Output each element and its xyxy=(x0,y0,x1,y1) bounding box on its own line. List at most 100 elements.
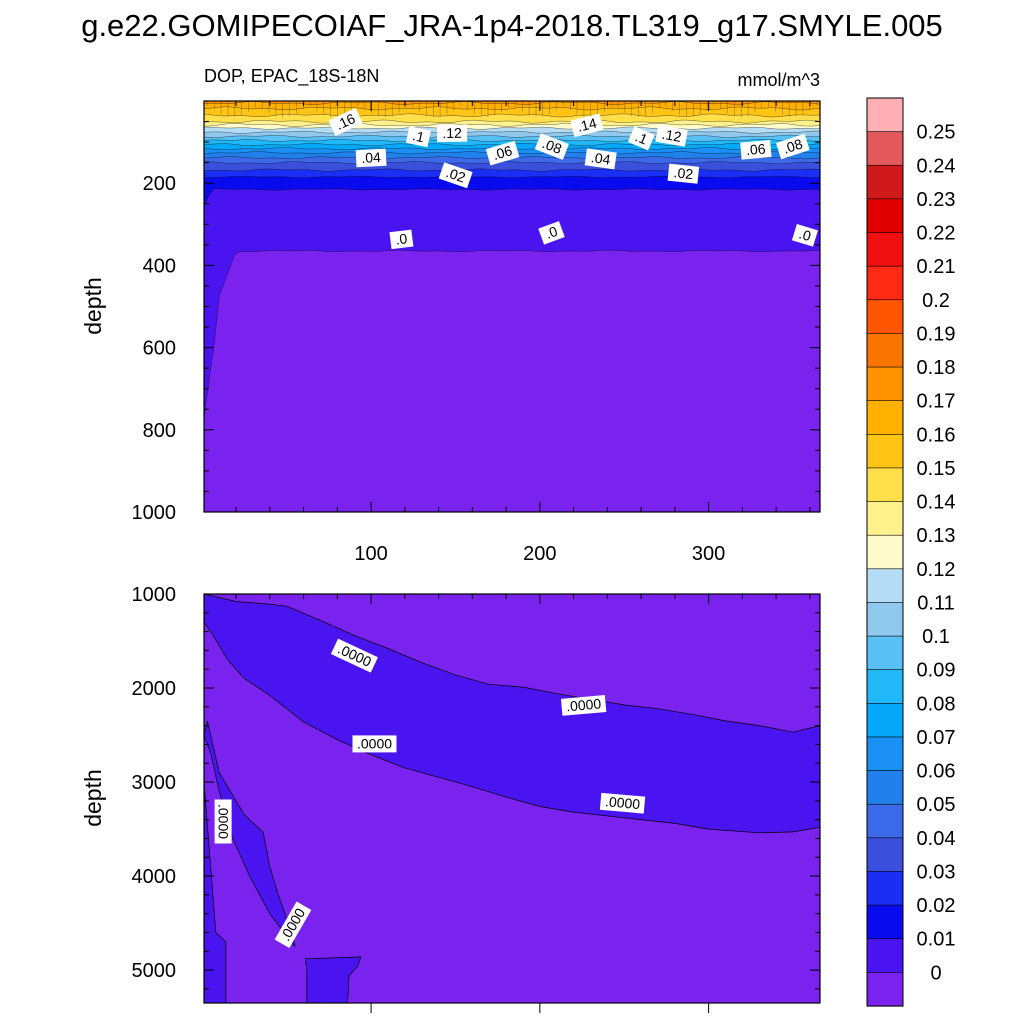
colorbar-swatch xyxy=(866,703,904,738)
colorbar-label: 0.02 xyxy=(917,895,956,917)
lower-y-tick-label: 4000 xyxy=(132,866,177,888)
colorbar-label: 0.21 xyxy=(917,256,956,278)
upper-x-axis: 100 200 300 xyxy=(235,101,811,565)
colorbar-swatch xyxy=(866,770,904,805)
colorbar-label: 0.11 xyxy=(917,592,954,614)
upper-plot-area xyxy=(203,101,821,513)
colorbar-swatch xyxy=(866,333,904,368)
upper-contour-label-box xyxy=(570,113,604,138)
upper-contour-label: .0 xyxy=(389,229,414,250)
colorbar-swatch xyxy=(866,669,904,704)
upper-contour-label: .06 xyxy=(740,140,772,160)
upper-contour-label: .12 xyxy=(436,124,468,143)
colorbar-swatch xyxy=(866,198,904,234)
colorbar-swatch xyxy=(866,837,904,873)
colorbar-swatch xyxy=(866,501,904,536)
colorbar-label: 0.12 xyxy=(917,559,956,581)
lower-contour-label: .0000 xyxy=(599,792,646,814)
colorbar-swatch xyxy=(866,602,904,637)
lower-contour-label-text: .0000 xyxy=(565,695,602,714)
colorbar-label: 0.05 xyxy=(917,794,956,816)
upper-contour-label-text: .12 xyxy=(442,125,462,141)
upper-contour-label: .14 xyxy=(570,113,604,138)
colorbar-swatch xyxy=(866,736,904,772)
colorbar-label: 0.01 xyxy=(917,929,956,951)
lower-contour-label-box xyxy=(330,638,378,673)
colorbar-label: 0.13 xyxy=(917,525,956,547)
upper-contour-label: .08 xyxy=(775,133,810,160)
upper-contour-label-box xyxy=(534,133,569,160)
upper-contour-label-box xyxy=(655,124,688,147)
lower-band-left xyxy=(203,720,296,947)
upper-x-tick-label: 100 xyxy=(354,543,387,565)
colorbar-label: 0.08 xyxy=(917,693,956,715)
colorbar-label: 0.2 xyxy=(922,290,950,312)
colorbar-swatch xyxy=(866,366,904,402)
upper-surface-noise xyxy=(207,101,817,117)
upper-contour-label-box xyxy=(389,229,414,250)
upper-contour-label: .04 xyxy=(584,148,617,170)
upper-contour-label-box xyxy=(791,223,818,247)
colorbar-swatch xyxy=(866,400,904,435)
colorbar-swatch xyxy=(866,803,904,839)
lower-x-axis xyxy=(235,594,811,1013)
colorbar-label: 0.16 xyxy=(917,424,956,446)
upper-contour-label: .02 xyxy=(438,162,473,189)
lower-contour-label: .0000 xyxy=(214,799,232,844)
lower-contour-label-box xyxy=(599,792,646,814)
upper-contour-label-box xyxy=(438,162,473,189)
colorbar-swatch xyxy=(866,938,904,973)
figure-title: g.e22.GOMIPECOIAF_JRA-1p4-2018.TL319_g17… xyxy=(81,8,943,43)
lower-y-tick-label: 1000 xyxy=(132,584,177,606)
upper-contour-label: .1 xyxy=(627,126,655,151)
upper-contour-label-text: .0 xyxy=(797,225,813,244)
upper-x-tick-label: 300 xyxy=(692,543,725,565)
colorbar-label: 0.14 xyxy=(917,492,956,514)
colorbar-swatch xyxy=(866,871,904,906)
upper-y-tick-label: 400 xyxy=(143,255,176,277)
lower-contour-label-text: .0000 xyxy=(357,735,392,751)
colorbar-swatch xyxy=(866,904,904,940)
upper-x-tick-label: 200 xyxy=(523,543,556,565)
colorbar-label: 0.04 xyxy=(917,828,956,850)
upper-y-tick-label: 200 xyxy=(143,173,176,195)
upper-contour-label-box xyxy=(740,140,772,160)
colorbar-label: 0.23 xyxy=(917,189,956,211)
colorbar-swatch xyxy=(866,97,904,133)
upper-contour-label: .0 xyxy=(791,223,818,247)
colorbar-label: 0 xyxy=(930,962,941,984)
upper-contour-label-box xyxy=(328,107,363,136)
lower-contour-label-box xyxy=(274,901,312,949)
colorbar-swatch xyxy=(866,232,904,267)
upper-contour-label: .08 xyxy=(534,133,569,160)
upper-contour-label-box xyxy=(405,126,431,148)
lower-y-axis: 1000 2000 3000 4000 5000 xyxy=(132,584,820,990)
upper-contour-label-text: .0 xyxy=(395,230,409,247)
lower-y-tick-label: 5000 xyxy=(132,960,177,982)
upper-contour-label-box xyxy=(355,148,387,168)
colorbar-swatch xyxy=(866,433,904,469)
upper-contour-label-text: .0 xyxy=(543,223,560,242)
colorbar-label: 0.18 xyxy=(917,357,956,379)
upper-contour-label-text: .1 xyxy=(411,127,426,145)
upper-contour-label-box xyxy=(538,221,565,245)
lower-contour-label-text: .0000 xyxy=(216,804,232,839)
lower-contour-label-text: .0000 xyxy=(604,793,641,812)
colorbar-label: 0.17 xyxy=(917,391,956,413)
colorbar-swatch xyxy=(866,131,904,166)
lower-contour-label-box xyxy=(560,695,607,716)
colorbar-label: 0.15 xyxy=(917,458,956,480)
colorbar-label: 0.09 xyxy=(917,660,956,682)
upper-contour-label-text: .12 xyxy=(661,126,683,145)
colorbar: 0.25 0.24 0.23 0.22 0.21 0.2 0.19 0.18 0.17 0.16 0… xyxy=(866,97,956,1007)
colorbar-swatch xyxy=(866,164,904,200)
upper-contour-label-text: .08 xyxy=(540,135,564,157)
upper-contour-label-box xyxy=(775,133,810,160)
upper-y-tick-label: 600 xyxy=(143,338,176,360)
upper-contour-label-box xyxy=(584,148,617,170)
lower-y-tick-label: 3000 xyxy=(132,772,177,794)
colorbar-label: 0.19 xyxy=(917,323,956,345)
lower-plot-area xyxy=(203,593,821,1004)
upper-contour-label: .02 xyxy=(667,163,700,184)
upper-contour-label: .1 xyxy=(405,126,431,148)
